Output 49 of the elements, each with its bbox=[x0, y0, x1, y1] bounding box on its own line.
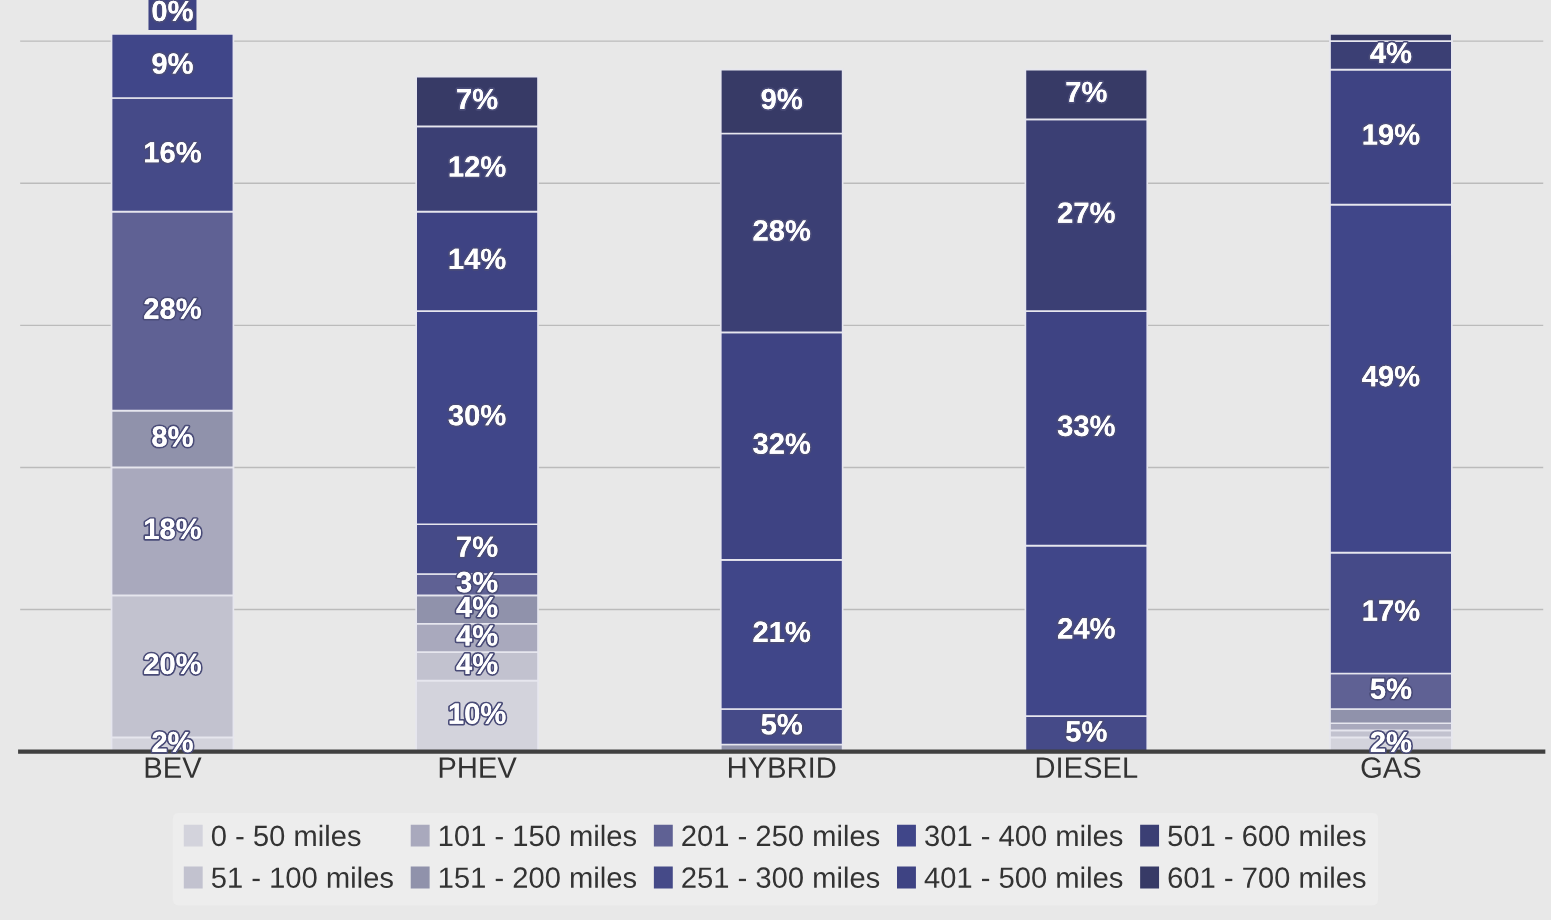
data-label: 5% bbox=[1066, 721, 1107, 742]
data-label: 28% bbox=[144, 298, 201, 319]
legend-label: 251 - 300 miles bbox=[682, 866, 880, 888]
data-label: 28% bbox=[753, 220, 811, 241]
x-tick-label: DIESEL bbox=[1036, 757, 1138, 778]
x-tick-label: BEV bbox=[145, 757, 202, 778]
data-label: 5% bbox=[761, 714, 803, 735]
data-label: 2% bbox=[1370, 731, 1412, 753]
data-label: 7% bbox=[1066, 81, 1107, 103]
data-label: 5% bbox=[1370, 678, 1412, 700]
data-label: 4% bbox=[456, 653, 498, 675]
data-label: 24% bbox=[1058, 618, 1115, 639]
data-label: 21% bbox=[753, 621, 811, 643]
data-label: 32% bbox=[753, 433, 811, 454]
x-tick-label: PHEV bbox=[439, 757, 517, 778]
legend-label: 0 - 50 miles bbox=[211, 824, 361, 847]
x-tick-label: GAS bbox=[1361, 757, 1421, 778]
data-label: 33% bbox=[1057, 415, 1115, 437]
legend-label: 601 - 700 miles bbox=[1168, 866, 1366, 888]
data-label: 4% bbox=[456, 625, 498, 646]
data-label: 19% bbox=[1363, 124, 1420, 145]
legend-label: 501 - 600 miles bbox=[1168, 824, 1366, 847]
data-label: 7% bbox=[457, 536, 498, 557]
legend-label: 401 - 500 miles bbox=[924, 866, 1123, 888]
data-label: 4% bbox=[456, 596, 498, 618]
data-label: 10% bbox=[449, 703, 506, 724]
legend-label: 51 - 100 miles bbox=[211, 866, 393, 888]
data-label: 2% bbox=[152, 731, 193, 753]
x-tick-label: HYBRID bbox=[728, 757, 836, 778]
data-label: 20% bbox=[144, 653, 201, 675]
data-label: 12% bbox=[449, 156, 506, 177]
data-label: 17% bbox=[1363, 600, 1420, 621]
data-label: 7% bbox=[457, 88, 498, 110]
data-label: 49% bbox=[1362, 365, 1420, 387]
data-label: 14% bbox=[449, 248, 506, 270]
data-label: 16% bbox=[145, 142, 201, 163]
data-label: 3% bbox=[456, 571, 498, 593]
data-label: 30% bbox=[448, 404, 506, 426]
legend-label: 201 - 250 miles bbox=[682, 824, 880, 847]
data-label: 18% bbox=[145, 518, 201, 540]
data-label: 9% bbox=[152, 53, 193, 74]
data-label: 9% bbox=[761, 88, 803, 110]
legend-label: 151 - 200 miles bbox=[439, 866, 637, 888]
data-label: 4% bbox=[1370, 42, 1412, 64]
data-label: 8% bbox=[152, 426, 193, 447]
legend-label: 301 - 400 miles bbox=[925, 824, 1123, 847]
data-label: 27% bbox=[1058, 202, 1115, 223]
legend-label: 101 - 150 miles bbox=[439, 824, 637, 847]
data-label: 0% bbox=[152, 0, 193, 22]
